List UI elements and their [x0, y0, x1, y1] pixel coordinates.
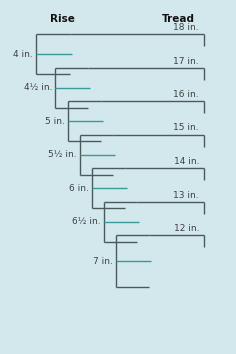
Text: 5 in.: 5 in. — [45, 116, 65, 126]
Text: 4 in.: 4 in. — [13, 50, 33, 59]
Text: 18 in.: 18 in. — [173, 23, 199, 32]
Text: 12 in.: 12 in. — [173, 224, 199, 233]
Text: 6 in.: 6 in. — [69, 184, 89, 193]
Text: 16 in.: 16 in. — [173, 90, 199, 99]
Text: 6½ in.: 6½ in. — [72, 217, 101, 226]
Text: Rise: Rise — [50, 14, 74, 24]
Text: 7 in.: 7 in. — [93, 257, 113, 266]
Text: 15 in.: 15 in. — [173, 124, 199, 132]
Text: Tread: Tread — [161, 14, 194, 24]
Text: 14 in.: 14 in. — [173, 157, 199, 166]
Text: 13 in.: 13 in. — [173, 190, 199, 200]
Text: 17 in.: 17 in. — [173, 57, 199, 65]
Text: 5½ in.: 5½ in. — [48, 150, 77, 159]
Text: 4½ in.: 4½ in. — [24, 83, 52, 92]
